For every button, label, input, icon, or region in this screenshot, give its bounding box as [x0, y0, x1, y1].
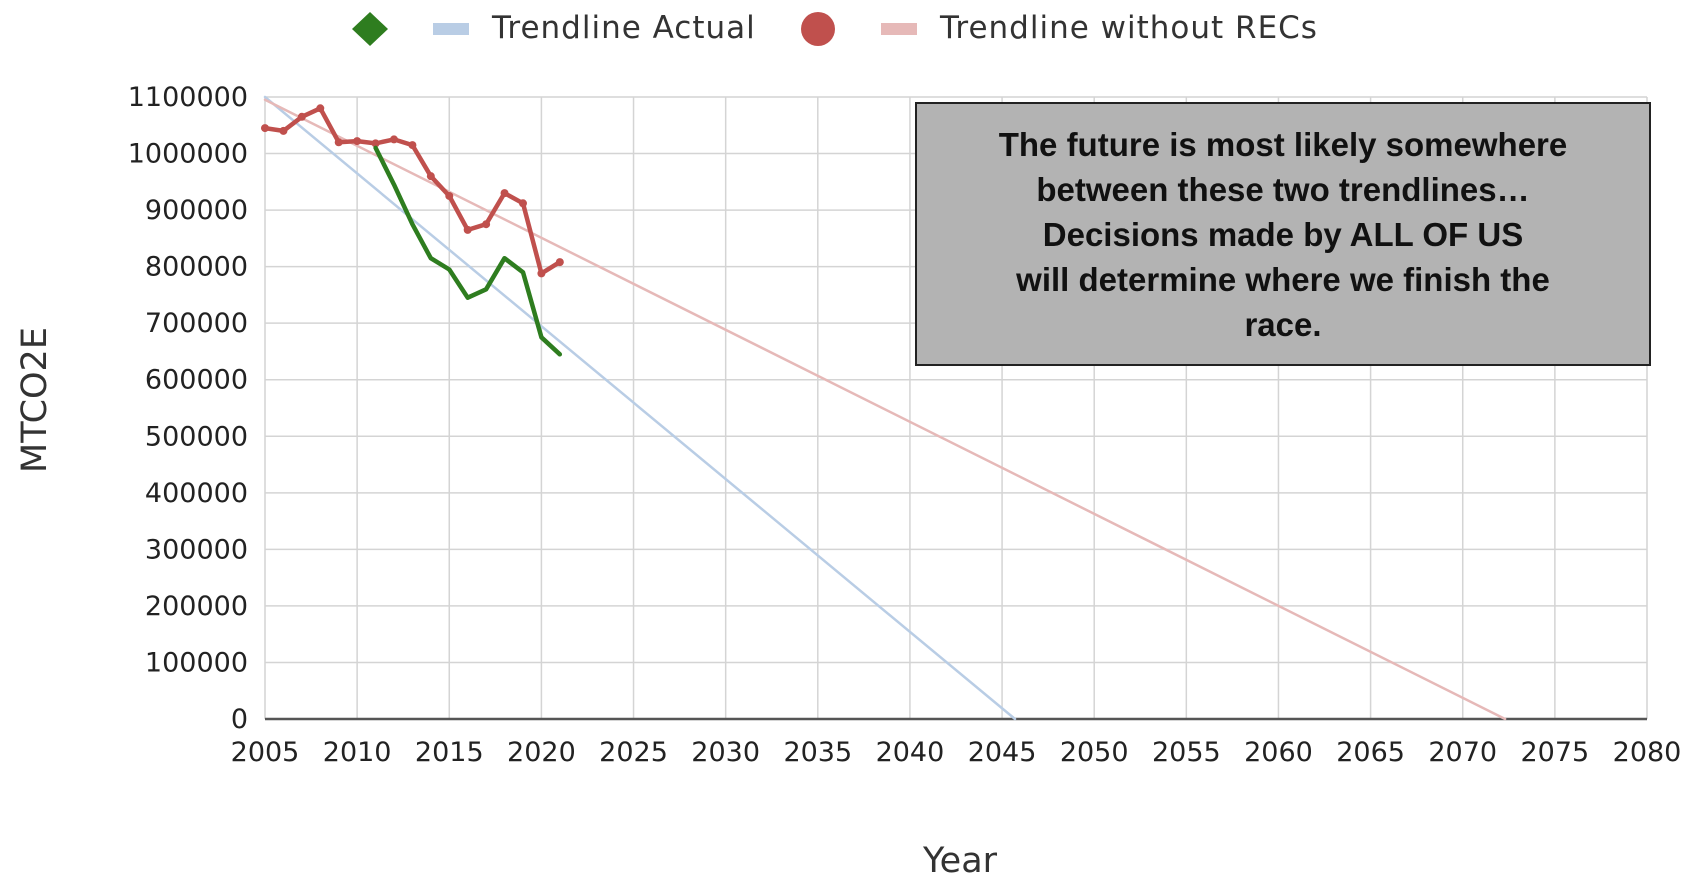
data-point	[353, 137, 362, 146]
series-line-0	[373, 145, 563, 357]
data-point	[518, 199, 527, 208]
x-tick-label: 2025	[599, 737, 668, 768]
data-point	[389, 135, 398, 144]
y-tick-label: 0	[231, 704, 248, 735]
data-point	[426, 172, 435, 181]
y-tick-label: 100000	[145, 647, 248, 678]
data-point	[463, 225, 472, 234]
data-point	[371, 139, 380, 148]
legend-label-trendline-without-recs: Trendline without RECs	[939, 10, 1318, 46]
annotation-text: The future is most likely somewhere betw…	[998, 125, 1568, 343]
y-tick-label: 1000000	[128, 139, 248, 170]
data-point	[537, 269, 546, 278]
series-line-1	[263, 95, 1017, 721]
x-tick-label: 2065	[1336, 737, 1405, 768]
legend-marker-trendline-without-recs	[881, 23, 917, 35]
x-tick-label: 2015	[415, 737, 484, 768]
x-tick-label: 2080	[1613, 737, 1682, 768]
data-point	[334, 138, 343, 147]
x-tick-label: 2020	[507, 737, 576, 768]
y-tick-label: 700000	[145, 308, 248, 339]
data-point	[482, 220, 491, 229]
legend-marker-circle	[801, 12, 835, 46]
y-tick-label: 600000	[145, 365, 248, 396]
series	[261, 95, 1507, 721]
data-point	[555, 258, 564, 267]
x-tick-label: 2045	[968, 737, 1037, 768]
y-tick-label: 300000	[145, 534, 248, 565]
x-tick-label: 2070	[1428, 737, 1497, 768]
x-tick-label: 2060	[1244, 737, 1313, 768]
y-tick-label: 200000	[145, 591, 248, 622]
x-tick-label: 2035	[783, 737, 852, 768]
tick-labels: 2005 2010 2015 2020 2025 2030 2035 2040 2045 2050…	[128, 82, 1682, 768]
legend-label-trendline-actual: Trendline Actual	[491, 10, 756, 46]
data-point	[261, 124, 269, 133]
x-tick-label: 2075	[1521, 737, 1590, 768]
x-tick-label: 2005	[231, 737, 300, 768]
y-tick-label: 900000	[145, 195, 248, 226]
legend-marker-diamond	[352, 12, 388, 46]
data-point	[297, 112, 306, 121]
x-tick-label: 2040	[876, 737, 945, 768]
x-tick-label: 2010	[323, 737, 392, 768]
data-point	[445, 191, 454, 200]
legend-marker-trendline-actual	[433, 23, 469, 35]
legend: Trendline Actual Trendline without RECs	[352, 10, 1318, 46]
y-tick-label: 800000	[145, 252, 248, 283]
data-point	[408, 141, 417, 150]
x-tick-label: 2050	[1060, 737, 1129, 768]
x-tick-label: 2055	[1152, 737, 1221, 768]
data-point	[500, 189, 509, 198]
x-tick-label: 2030	[691, 737, 760, 768]
y-axis-title: MTCO2E	[15, 327, 55, 473]
y-tick-label: 1100000	[128, 82, 248, 113]
y-tick-label: 400000	[145, 478, 248, 509]
series-line-3	[263, 98, 1507, 721]
y-tick-label: 500000	[145, 421, 248, 452]
x-axis-title: Year	[922, 841, 998, 879]
data-point	[279, 126, 288, 135]
annotation-callout: The future is most likely somewhere betw…	[915, 102, 1651, 366]
data-point	[316, 104, 325, 113]
